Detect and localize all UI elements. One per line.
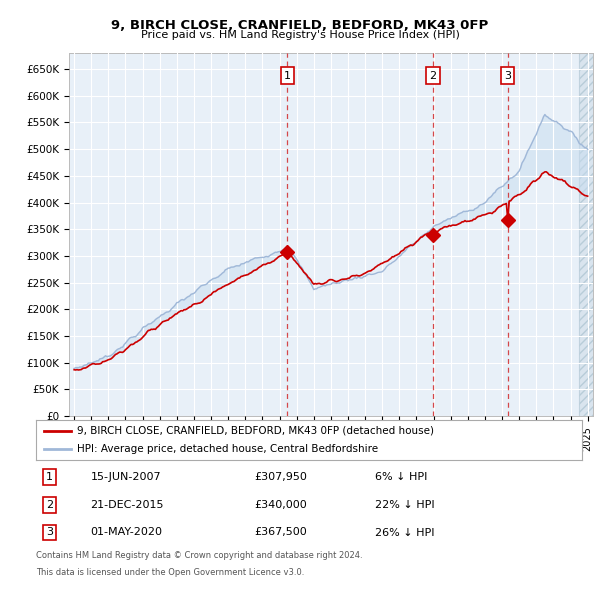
Text: £307,950: £307,950 xyxy=(254,472,307,482)
Text: Contains HM Land Registry data © Crown copyright and database right 2024.: Contains HM Land Registry data © Crown c… xyxy=(36,551,362,560)
Text: HPI: Average price, detached house, Central Bedfordshire: HPI: Average price, detached house, Cent… xyxy=(77,444,378,454)
Text: £367,500: £367,500 xyxy=(254,527,307,537)
Text: £340,000: £340,000 xyxy=(254,500,307,510)
Text: 1: 1 xyxy=(284,71,291,80)
Text: 21-DEC-2015: 21-DEC-2015 xyxy=(91,500,164,510)
Text: 6% ↓ HPI: 6% ↓ HPI xyxy=(374,472,427,482)
Text: 26% ↓ HPI: 26% ↓ HPI xyxy=(374,527,434,537)
Text: 01-MAY-2020: 01-MAY-2020 xyxy=(91,527,163,537)
Text: 1: 1 xyxy=(46,472,53,482)
Bar xyxy=(579,53,596,416)
Text: 22% ↓ HPI: 22% ↓ HPI xyxy=(374,500,434,510)
Text: 9, BIRCH CLOSE, CRANFIELD, BEDFORD, MK43 0FP (detached house): 9, BIRCH CLOSE, CRANFIELD, BEDFORD, MK43… xyxy=(77,426,434,436)
Text: 9, BIRCH CLOSE, CRANFIELD, BEDFORD, MK43 0FP: 9, BIRCH CLOSE, CRANFIELD, BEDFORD, MK43… xyxy=(112,19,488,32)
Text: This data is licensed under the Open Government Licence v3.0.: This data is licensed under the Open Gov… xyxy=(36,568,304,576)
Text: 15-JUN-2007: 15-JUN-2007 xyxy=(91,472,161,482)
Text: 3: 3 xyxy=(504,71,511,80)
Text: 2: 2 xyxy=(46,500,53,510)
Bar xyxy=(579,53,596,416)
Text: 3: 3 xyxy=(46,527,53,537)
Text: 2: 2 xyxy=(430,71,437,80)
Text: Price paid vs. HM Land Registry's House Price Index (HPI): Price paid vs. HM Land Registry's House … xyxy=(140,30,460,40)
